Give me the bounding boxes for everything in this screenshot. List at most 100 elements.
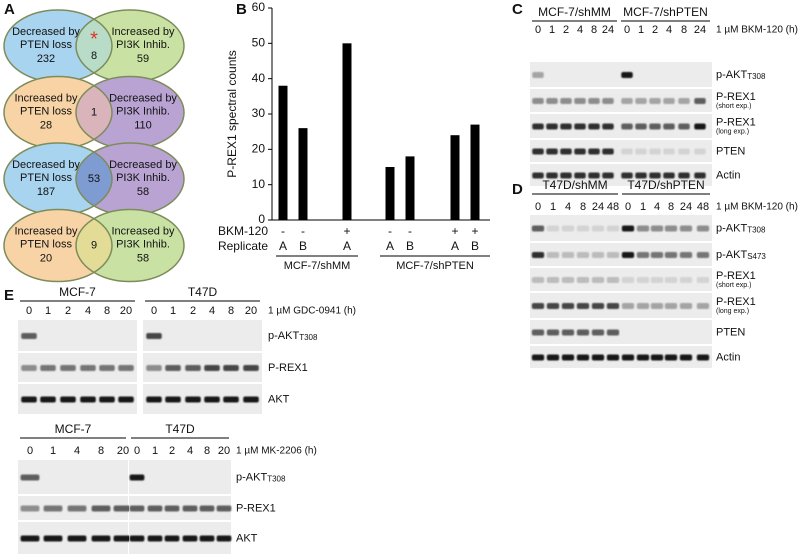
blot-band bbox=[164, 535, 180, 542]
blot-group: MCF-7 bbox=[59, 285, 96, 299]
venn-left-label: PTEN loss bbox=[20, 172, 72, 184]
protein-label: p-AKTT308 bbox=[716, 222, 766, 234]
blot-band bbox=[147, 535, 163, 542]
y-tick-label: 60 bbox=[252, 0, 266, 14]
blot-background bbox=[143, 384, 262, 414]
lane-label: 8 bbox=[228, 305, 234, 317]
protein-label: p-AKTT308 bbox=[716, 69, 766, 81]
protein-label: PTEN bbox=[716, 145, 745, 157]
blot-band bbox=[199, 505, 215, 512]
lane-label: 48 bbox=[697, 201, 709, 213]
lane-label: 1 bbox=[638, 24, 644, 36]
blot-background bbox=[530, 293, 620, 318]
protein-name: P-REX1 bbox=[716, 91, 756, 103]
protein-label: P-REX1 bbox=[268, 362, 308, 374]
blot-band bbox=[621, 303, 635, 309]
venn-right-count: 110 bbox=[134, 119, 152, 131]
blot-group: T47D/shMM bbox=[542, 178, 607, 192]
lane-label: 20 bbox=[218, 445, 230, 457]
blot-band bbox=[664, 303, 678, 309]
bar bbox=[450, 135, 460, 220]
blot-band bbox=[696, 354, 710, 361]
blot-band bbox=[649, 148, 661, 155]
blot-band bbox=[678, 172, 690, 179]
blot-band bbox=[696, 277, 710, 283]
blot-band bbox=[591, 303, 605, 309]
treatment-label: 1 µM BKM-120 (h) bbox=[716, 25, 798, 36]
bar bbox=[298, 128, 308, 220]
bkm-sign: - bbox=[301, 224, 305, 238]
treatment-label: 1 µM BKM-120 (h) bbox=[716, 202, 798, 213]
blot-band bbox=[650, 252, 664, 258]
protein-label: p-AKTS473 bbox=[716, 249, 766, 261]
lane-label: 4 bbox=[187, 445, 193, 457]
blot-background bbox=[18, 320, 137, 351]
blot-band bbox=[694, 148, 706, 155]
blot-band bbox=[67, 505, 87, 512]
blot-band bbox=[664, 354, 678, 361]
blot-band bbox=[678, 123, 690, 130]
blot-band bbox=[129, 474, 145, 481]
blot-band bbox=[621, 277, 635, 283]
blot-band bbox=[649, 98, 661, 104]
blot-band bbox=[621, 148, 633, 155]
blot-band bbox=[574, 123, 586, 130]
bkm-sign: - bbox=[388, 224, 392, 238]
lane-label: 24 bbox=[694, 24, 706, 36]
row-label: BKM-120 bbox=[218, 224, 268, 238]
venn-overlap-count: 8 bbox=[91, 50, 97, 62]
venn-right-label: Decreased by bbox=[109, 92, 177, 104]
panel-letter: A bbox=[4, 1, 15, 18]
blot-group: MCF-7/shMM bbox=[538, 5, 611, 19]
blot-background bbox=[619, 62, 712, 87]
blot-band bbox=[216, 535, 232, 542]
bar bbox=[385, 167, 395, 220]
blot-background bbox=[530, 346, 620, 368]
blot-band bbox=[531, 303, 545, 309]
lane-label: 0 bbox=[151, 305, 157, 317]
blot-band bbox=[650, 303, 664, 309]
blot-band bbox=[531, 329, 545, 336]
blot-band bbox=[576, 252, 590, 258]
blot-band bbox=[576, 277, 590, 283]
blot-band bbox=[146, 396, 162, 403]
blot-band bbox=[546, 225, 560, 232]
lane-label: 2 bbox=[563, 24, 569, 36]
venn-left-label: Decreased by bbox=[12, 26, 80, 38]
blot-band bbox=[635, 98, 647, 104]
panel-letter: C bbox=[512, 1, 523, 18]
blot-band bbox=[21, 396, 37, 403]
venn-right-count: 59 bbox=[137, 53, 149, 65]
blot-band bbox=[532, 72, 544, 78]
blot-band bbox=[621, 172, 633, 179]
blot-band bbox=[146, 365, 162, 371]
blot-band bbox=[560, 123, 572, 130]
protein-name: P-REX1 bbox=[716, 296, 756, 308]
blot-band bbox=[20, 535, 40, 542]
blot-band bbox=[21, 365, 37, 371]
blot-band bbox=[649, 172, 661, 179]
blot-band bbox=[576, 303, 590, 309]
treatment-label: 1 µM GDC-0941 (h) bbox=[268, 306, 356, 317]
venn-left-count: 20 bbox=[40, 252, 52, 264]
lane-label: 4 bbox=[666, 24, 672, 36]
bkm-sign: + bbox=[451, 224, 458, 238]
blot-band bbox=[147, 505, 163, 512]
blot-band bbox=[606, 225, 620, 232]
lane-label: 8 bbox=[668, 201, 674, 213]
blot-band bbox=[532, 98, 544, 104]
blot-band bbox=[561, 303, 575, 309]
lane-label: 2 bbox=[652, 24, 658, 36]
blot-band bbox=[546, 172, 558, 179]
blot-band bbox=[182, 535, 198, 542]
protein-name: p-AKT bbox=[236, 471, 267, 483]
y-tick-label: 50 bbox=[252, 36, 266, 50]
blot-band bbox=[546, 252, 560, 258]
group-label: MCF-7/shPTEN bbox=[396, 260, 474, 272]
venn-right-label: Increased by bbox=[112, 225, 175, 237]
blot-band bbox=[129, 505, 145, 512]
blot-band bbox=[602, 123, 614, 130]
venn-left-count: 28 bbox=[40, 119, 52, 131]
blot-band bbox=[185, 365, 201, 371]
blot-band bbox=[664, 277, 678, 283]
